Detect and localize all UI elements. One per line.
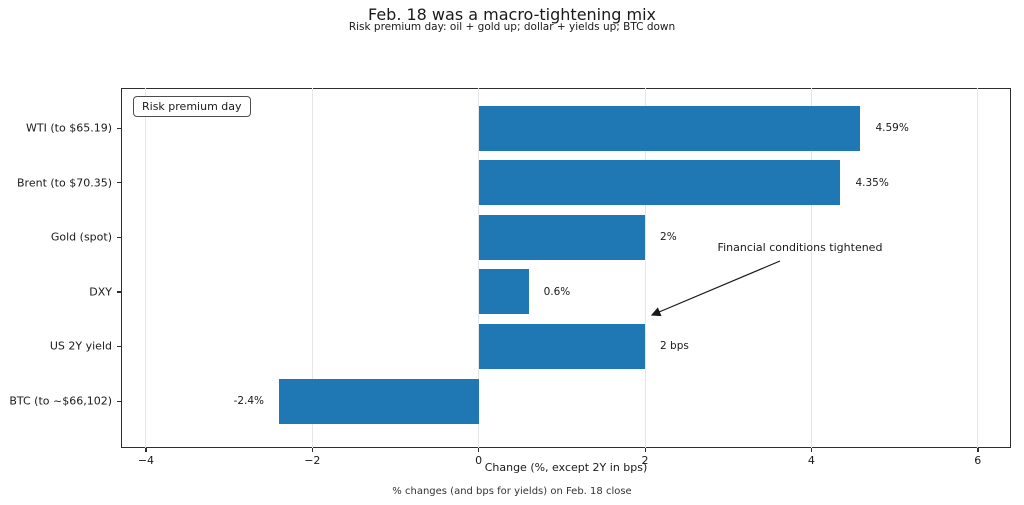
gridline-x--4 [145,88,147,448]
y-tick-mark [117,236,121,238]
gridline-x--2 [311,88,313,448]
x-tick-label: −2 [304,454,321,467]
gridline-x-0 [478,88,480,448]
value-label: 4.35% [855,176,889,189]
y-tick-label: Gold (spot) [50,230,112,244]
gridline-x-6 [977,88,979,448]
y-tick-label: DXY [89,285,112,299]
y-tick-label: US 2Y yield [49,339,112,353]
x-tick-label: −4 [137,454,155,467]
bar-us-2y-yield [478,323,645,369]
x-tick-mark [810,448,813,452]
x-axis-label: Change (%, except 2Y in bps) [484,461,648,474]
bar-btc-to-66-102 [279,378,479,424]
y-tick-mark [117,345,121,348]
bar-wti-to-65-19 [478,105,861,151]
y-tick-label: Brent (to $70.35) [17,176,112,190]
x-tick-mark [311,448,314,452]
chart-subtitle: Risk premium day: oil + gold up; dollar … [348,21,676,33]
bar-brent-to-70-35 [478,160,841,206]
y-tick-label: WTI (to $65.19) [26,121,112,135]
y-tick-mark [117,400,121,402]
bar-dxy [478,269,529,315]
value-label: 4.59% [875,122,909,134]
y-tick-mark [117,291,121,293]
value-label: 2 bps [660,340,689,353]
x-tick-label: 6 [974,454,982,467]
x-tick-label: 0 [475,454,483,467]
x-tick-mark [145,448,147,452]
y-tick-mark [117,127,121,129]
gridline-x-4 [810,88,812,448]
y-tick-label: BTC (to ~$66,102) [9,394,112,408]
value-label: 0.6% [543,285,571,298]
x-tick-mark [644,448,646,452]
x-tick-mark [977,448,979,452]
x-tick-mark [478,448,480,452]
chart-title: Feb. 18 was a macro-tightening mix [367,5,657,24]
legend-box: Risk premium day [133,96,251,117]
gridline-x-2 [644,88,646,448]
x-tick-label: 4 [807,454,815,467]
x-tick-label: 2 [641,454,649,467]
legend-label: Risk premium day [142,100,242,113]
y-tick-mark [117,182,121,184]
plot-area [121,88,1011,448]
annotation-text: Financial conditions tightened [717,241,883,254]
chart-footer: % changes (and bps for yields) on Feb. 1… [392,486,632,497]
value-label: -2.4% [233,395,265,407]
value-label: 2% [660,231,677,244]
bar-gold-spot [478,214,645,260]
